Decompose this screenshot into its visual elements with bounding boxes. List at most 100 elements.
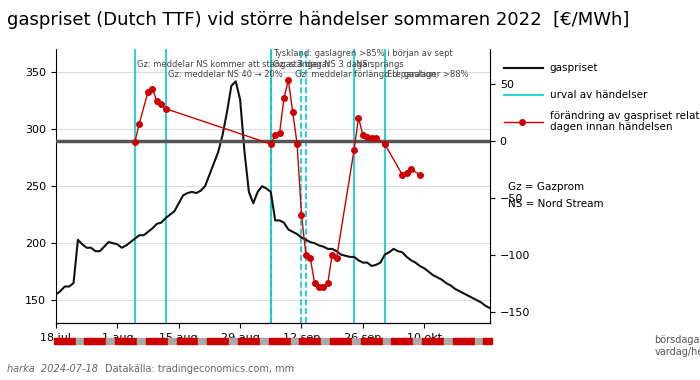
Text: Gz: stänger NS 3 dagar: Gz: stänger NS 3 dagar — [273, 60, 371, 68]
Bar — [475, 338, 479, 344]
Bar — [277, 338, 282, 344]
Bar — [264, 338, 269, 344]
Bar — [106, 338, 111, 344]
Bar — [159, 338, 163, 344]
Bar — [116, 338, 120, 344]
Bar — [176, 338, 181, 344]
Bar — [146, 338, 150, 344]
Bar — [111, 338, 116, 344]
Bar — [89, 338, 93, 344]
Bar — [387, 338, 391, 344]
Bar — [413, 338, 418, 344]
Bar — [444, 338, 449, 344]
Bar — [172, 338, 176, 344]
Bar — [347, 338, 352, 344]
Bar — [304, 338, 308, 344]
Bar — [360, 338, 365, 344]
Bar — [67, 338, 71, 344]
Bar — [54, 338, 58, 344]
Bar — [435, 338, 440, 344]
Bar — [269, 338, 273, 344]
Bar — [308, 338, 312, 344]
Bar — [141, 338, 146, 344]
Text: Datakälla: tradingeconomics.com, mm: Datakälla: tradingeconomics.com, mm — [105, 364, 294, 374]
Bar — [426, 338, 430, 344]
Bar — [488, 338, 492, 344]
Bar — [128, 338, 133, 344]
Bar — [378, 338, 383, 344]
Bar — [374, 338, 378, 344]
Bar — [484, 338, 488, 344]
Bar — [62, 338, 67, 344]
Bar — [300, 338, 304, 344]
Bar — [286, 338, 290, 344]
Bar — [190, 338, 194, 344]
Bar — [220, 338, 225, 344]
Bar — [163, 338, 168, 344]
Text: gaspriset (Dutch TTF) vid större händelser sommaren 2022  [€/MWh]: gaspriset (Dutch TTF) vid större händels… — [7, 11, 629, 29]
Bar — [124, 338, 128, 344]
Text: harka  2024-07-18: harka 2024-07-18 — [7, 364, 98, 374]
Bar — [365, 338, 370, 344]
Bar — [207, 338, 211, 344]
Bar — [290, 338, 295, 344]
Bar — [461, 338, 466, 344]
Bar — [80, 338, 85, 344]
Bar — [449, 338, 453, 344]
Bar — [335, 338, 339, 344]
Bar — [457, 338, 461, 344]
Bar — [199, 338, 203, 344]
Bar — [85, 338, 89, 344]
Bar — [155, 338, 159, 344]
Bar — [76, 338, 80, 344]
Bar — [470, 338, 475, 344]
Bar — [181, 338, 186, 344]
Bar — [400, 338, 405, 344]
Bar — [352, 338, 356, 344]
Bar — [330, 338, 335, 344]
Bar — [93, 338, 97, 344]
Bar — [453, 338, 457, 344]
Bar — [370, 338, 374, 344]
Bar — [317, 338, 321, 344]
Bar — [326, 338, 330, 344]
Bar — [225, 338, 229, 344]
Bar — [409, 338, 413, 344]
Bar — [102, 338, 106, 344]
Text: gaspriset: gaspriset — [550, 63, 598, 73]
Bar — [418, 338, 422, 344]
Bar — [137, 338, 141, 344]
Bar — [343, 338, 347, 344]
Bar — [133, 338, 137, 344]
Bar — [256, 338, 260, 344]
Bar — [150, 338, 155, 344]
Bar — [120, 338, 124, 344]
Text: förändring av gaspriset relativt
dagen innan händelsen: förändring av gaspriset relativt dagen i… — [550, 111, 700, 132]
Bar — [312, 338, 317, 344]
Bar — [238, 338, 242, 344]
Text: urval av händelser: urval av händelser — [550, 90, 647, 100]
Bar — [260, 338, 264, 344]
Bar — [229, 338, 234, 344]
Bar — [71, 338, 76, 344]
Text: börsdagar
vardag/helg: börsdagar vardag/helg — [654, 335, 700, 356]
Text: Tyskland: gaslagren >85% i början av sept: Tyskland: gaslagren >85% i början av sep… — [273, 49, 453, 58]
Bar — [295, 338, 300, 344]
Bar — [440, 338, 444, 344]
Bar — [234, 338, 238, 344]
Bar — [194, 338, 199, 344]
Bar — [430, 338, 435, 344]
Bar — [246, 338, 251, 344]
Bar — [321, 338, 326, 344]
Text: Gz = Gazprom
NS = Nord Stream: Gz = Gazprom NS = Nord Stream — [508, 182, 603, 209]
Bar — [58, 338, 62, 344]
Bar — [97, 338, 102, 344]
Bar — [391, 338, 395, 344]
Bar — [168, 338, 172, 344]
Bar — [356, 338, 360, 344]
Bar — [405, 338, 409, 344]
Text: NS sprängs: NS sprängs — [356, 60, 404, 68]
Bar — [395, 338, 400, 344]
Bar — [203, 338, 207, 344]
Bar — [242, 338, 246, 344]
